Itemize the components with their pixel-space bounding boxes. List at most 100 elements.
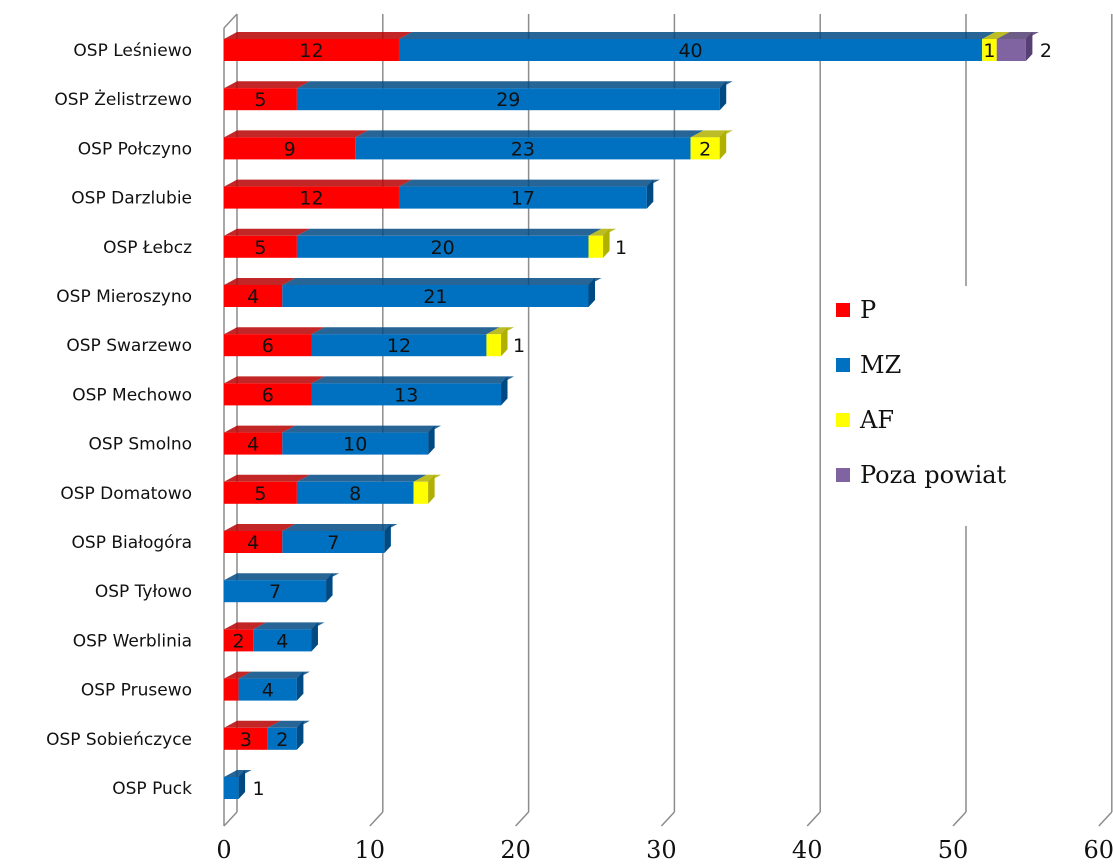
data-label: 4	[262, 680, 274, 702]
data-label: 5	[254, 483, 266, 505]
bar-segment	[224, 573, 340, 603]
bar-segment	[224, 32, 412, 61]
data-label: 12	[299, 40, 323, 62]
data-label: 2	[699, 138, 711, 160]
gridline-floor	[1098, 811, 1113, 827]
data-label: 12	[387, 335, 411, 357]
category-label: OSP Werblinia	[73, 631, 192, 651]
category-label: OSP Prusewo	[81, 681, 192, 701]
bar-segment	[690, 130, 733, 160]
bar-segment	[282, 278, 602, 307]
category-label: OSP Sobieńczyce	[46, 730, 192, 750]
legend-swatch	[836, 468, 850, 482]
bar-segment	[224, 671, 252, 701]
x-tick-label: 40	[792, 836, 823, 864]
data-label: 12	[299, 188, 323, 210]
category-label: OSP Puck	[112, 779, 192, 799]
bar-segment	[296, 228, 602, 258]
gridline-floor	[515, 811, 530, 827]
data-label: 7	[269, 581, 281, 603]
category-labels: OSP Leśniewo OSP Żelistrzewo OSP Połczyno O…	[46, 41, 192, 799]
bar-segment	[224, 524, 296, 553]
data-label: 1	[983, 40, 995, 62]
x-tick-label: 60	[1084, 836, 1113, 864]
x-tick-label: 30	[646, 836, 677, 864]
bar-segment	[224, 130, 369, 160]
category-label: OSP Łebcz	[103, 238, 192, 258]
bar-segment	[311, 376, 515, 406]
data-label: 6	[262, 335, 274, 357]
gridline-floor	[952, 811, 967, 827]
bar-segment	[486, 327, 515, 357]
data-label: 6	[262, 384, 274, 406]
bar-segment	[413, 474, 442, 504]
data-label: 21	[423, 286, 447, 308]
legend-item: Poza powiat	[836, 461, 1007, 489]
legend-label: P	[860, 296, 876, 324]
bar-segment	[224, 720, 281, 750]
legend-item: MZ	[836, 351, 901, 379]
data-label: 40	[678, 40, 702, 62]
legend-label: MZ	[860, 351, 901, 379]
data-label: 1	[513, 335, 525, 357]
bar-segment	[296, 474, 427, 504]
category-label: OSP Leśniewo	[73, 41, 192, 61]
bar-segment	[224, 228, 310, 258]
data-label: 2	[233, 630, 245, 652]
bar-segment	[224, 278, 296, 307]
category-label: OSP Mieroszyno	[56, 287, 192, 307]
category-label: OSP Żelistrzewo	[54, 89, 192, 110]
legend-swatch	[836, 358, 850, 372]
bar-segment	[296, 81, 733, 111]
bar-segment	[224, 474, 310, 504]
x-tick-label: 0	[216, 836, 231, 864]
data-label: 4	[247, 532, 259, 554]
category-label: OSP Domatowo	[60, 484, 192, 504]
bar-segment	[282, 425, 442, 455]
data-label: 2	[276, 729, 288, 751]
bar-segment	[224, 327, 325, 357]
data-label: 5	[254, 237, 266, 259]
gridline-floor	[369, 811, 384, 827]
data-label: 20	[431, 237, 455, 259]
data-label: 3	[240, 729, 252, 751]
legend-label: Poza powiat	[860, 461, 1007, 489]
bar-segment	[224, 179, 412, 209]
legend-item: AF	[836, 406, 894, 434]
bar-segment	[982, 32, 1010, 61]
data-labels: 12 40 1 25 299 23 212 175 20 14 216 12 16 134 105 84 772…	[233, 40, 1052, 800]
bar-segment	[253, 622, 325, 652]
bar-segment	[996, 32, 1039, 61]
legend-label: AF	[859, 406, 894, 434]
data-label: 1	[253, 778, 265, 800]
gridline-floor	[660, 811, 675, 827]
data-label: 4	[276, 630, 288, 652]
legend-swatch	[836, 413, 850, 427]
legend-swatch	[836, 303, 850, 317]
data-label: 9	[284, 138, 296, 160]
bar-segment	[398, 179, 660, 209]
bars	[224, 32, 1039, 799]
data-label: 5	[254, 89, 266, 111]
data-label: 10	[343, 434, 367, 456]
category-label: OSP Smolno	[89, 435, 192, 455]
data-label: 29	[496, 89, 520, 111]
bar-segment	[588, 228, 617, 258]
category-label: OSP Mechowo	[72, 385, 192, 405]
bar-segment	[311, 327, 500, 357]
category-label: OSP Białogóra	[72, 533, 192, 553]
bar-segment	[224, 376, 325, 406]
data-label: 2	[1040, 40, 1052, 62]
data-label: 8	[349, 483, 361, 505]
data-label: 7	[327, 532, 339, 554]
bar-segment	[355, 130, 704, 160]
legend: P MZ AF Poza powiat	[822, 286, 1058, 526]
bar-segment	[224, 622, 267, 652]
data-label: 23	[511, 138, 535, 160]
bar-segment	[224, 81, 310, 111]
gridline-floor	[806, 811, 821, 827]
gridline-floor	[223, 811, 238, 827]
bar-segment	[224, 425, 296, 455]
data-label: 17	[511, 188, 535, 210]
